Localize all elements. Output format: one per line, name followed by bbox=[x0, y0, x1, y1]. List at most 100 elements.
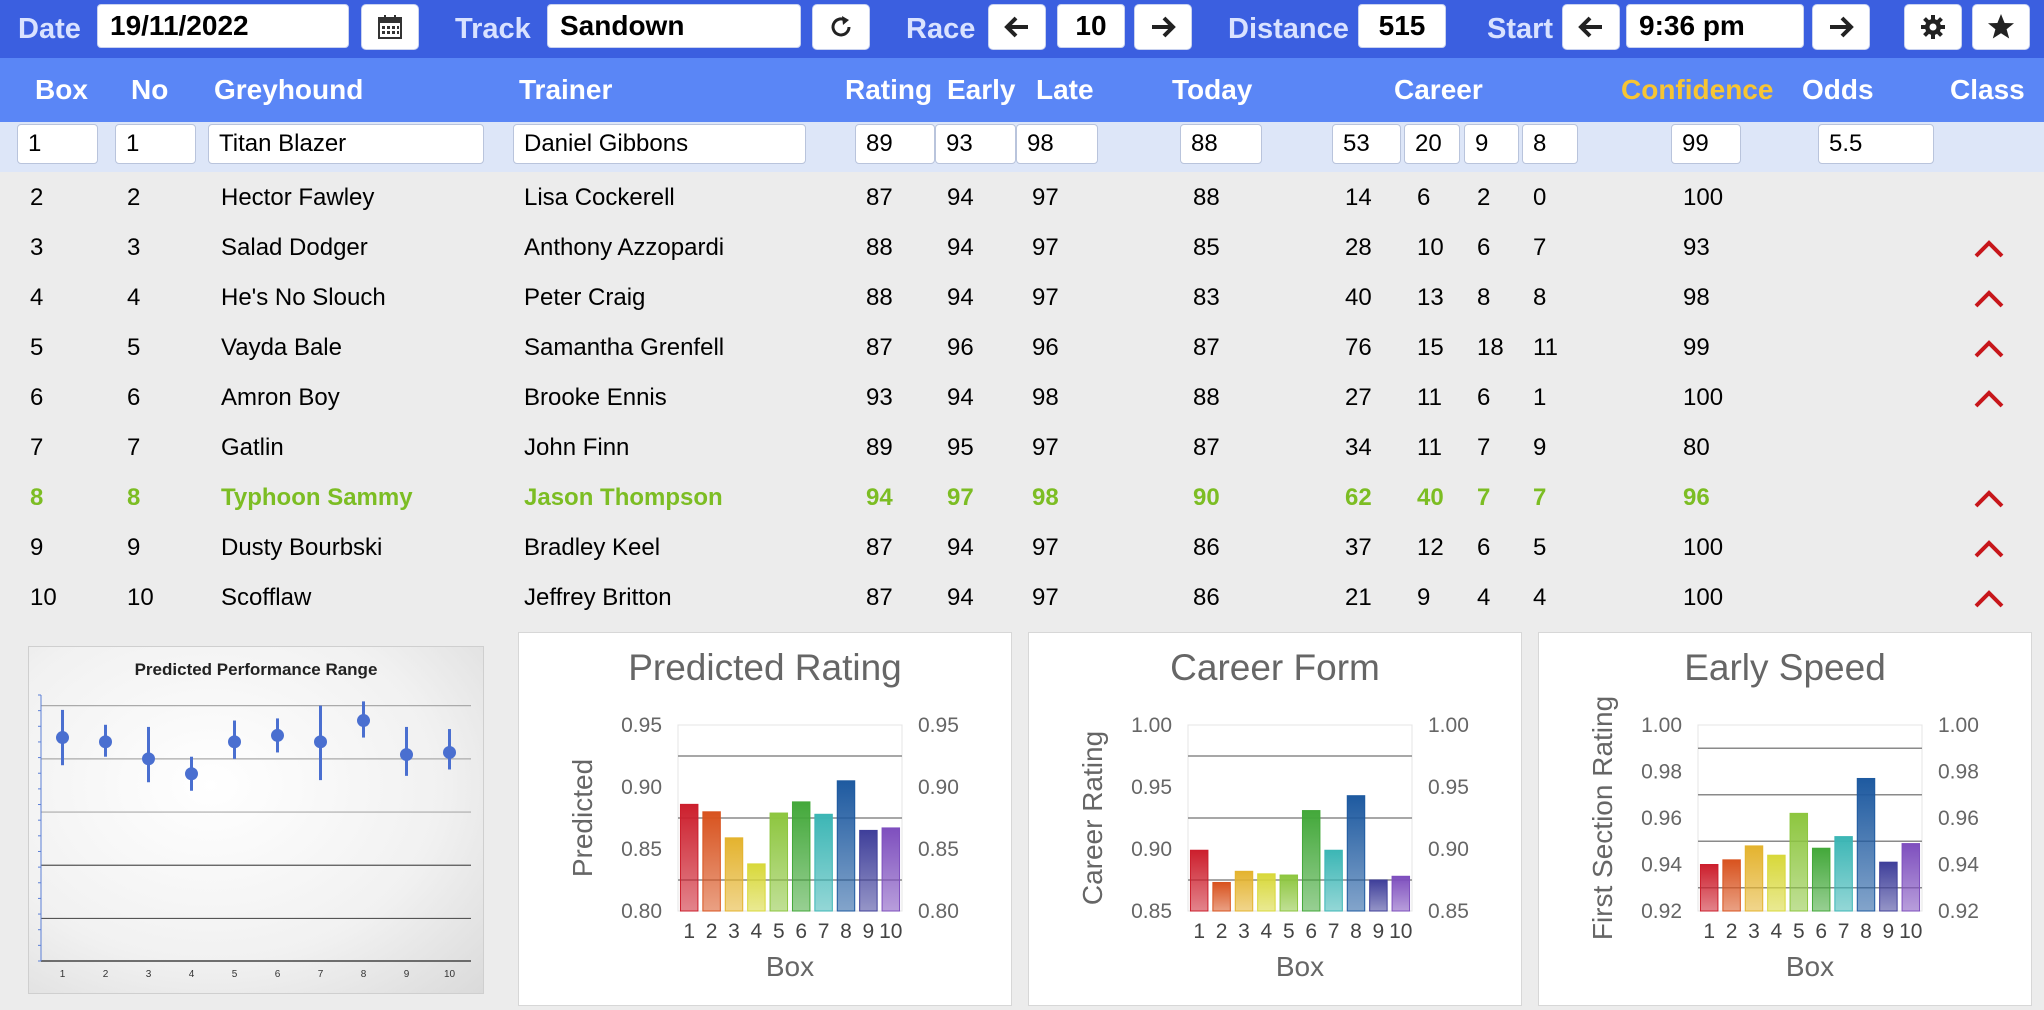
cell-greyhound: Typhoon Sammy bbox=[221, 484, 413, 511]
odds-input[interactable] bbox=[1818, 124, 1934, 164]
cell-trainer: Samantha Grenfell bbox=[524, 334, 725, 361]
col-class[interactable]: Class bbox=[1950, 74, 2025, 105]
cell-late: 98 bbox=[1032, 484, 1059, 511]
col-greyhound[interactable]: Greyhound bbox=[214, 74, 364, 105]
range-point-box-10 bbox=[443, 745, 456, 759]
cell-early: 97 bbox=[947, 484, 974, 511]
predicted-rating-chart: 1 2 3 4 5 6 7 8 9 10 0.95 0.95 0.90 0.90 0.85 0.85 0.80 0… bbox=[567, 714, 959, 982]
chevron-up-icon[interactable] bbox=[1972, 386, 2006, 410]
late-input[interactable] bbox=[1016, 124, 1098, 164]
career-wins-input[interactable] bbox=[1404, 124, 1460, 164]
trainer-input[interactable] bbox=[513, 124, 806, 164]
table-row[interactable]: 4 4 He's No Slouch Peter Craig 88 94 97 83 98 40 1… bbox=[0, 272, 2044, 322]
x-tick-label: 5 bbox=[232, 969, 238, 980]
refresh-button[interactable] bbox=[812, 4, 870, 50]
x-tick-label: 2 bbox=[103, 969, 109, 980]
start-next-button[interactable] bbox=[1812, 4, 1870, 50]
start-prev-button[interactable] bbox=[1562, 4, 1620, 50]
chevron-up-icon[interactable] bbox=[1972, 586, 2006, 610]
race-prev-button[interactable] bbox=[988, 4, 1046, 50]
table-row[interactable]: 10 10 Scofflaw Jeffrey Britton 87 94 97 86 100 21… bbox=[0, 572, 2044, 622]
col-today[interactable]: Today bbox=[1172, 74, 1253, 105]
x-tick-label: 3 bbox=[146, 969, 152, 980]
col-career[interactable]: Career bbox=[1394, 74, 1483, 105]
cell-career-wins: 13 bbox=[1417, 284, 1444, 311]
settings-button[interactable] bbox=[1904, 4, 1962, 50]
cell-early: 94 bbox=[947, 384, 974, 411]
col-late[interactable]: Late bbox=[1036, 74, 1094, 105]
date-input[interactable] bbox=[97, 4, 349, 48]
early-speed-panel: Early Speed 1 2 3 4 5 6 7 8 9 10 1.00 1.00 0.98 0.98 0… bbox=[1538, 632, 2032, 1006]
cell-career-starts: 21 bbox=[1345, 584, 1372, 611]
bar-box-5 bbox=[1789, 812, 1809, 912]
refresh-icon bbox=[831, 16, 851, 37]
table-row[interactable]: 3 3 Salad Dodger Anthony Azzopardi 88 94 97 85 9… bbox=[0, 222, 2044, 272]
career-seconds-input[interactable] bbox=[1464, 124, 1519, 164]
cell-career-starts: 37 bbox=[1345, 534, 1372, 561]
chevron-up-icon[interactable] bbox=[1972, 536, 2006, 560]
table-row[interactable]: 6 6 Amron Boy Brooke Ennis 93 94 98 88 100 27 11 6 1 bbox=[0, 372, 2044, 422]
chevron-up-icon[interactable] bbox=[1972, 236, 2006, 260]
table-row[interactable]: 2 2 Hector Fawley Lisa Cockerell 87 94 97 88 100… bbox=[0, 172, 2044, 222]
distance-input[interactable] bbox=[1358, 4, 1446, 48]
col-rating[interactable]: Rating bbox=[845, 74, 933, 105]
cell-early: 94 bbox=[947, 284, 974, 311]
cell-career-wins: 15 bbox=[1417, 334, 1444, 361]
early-input[interactable] bbox=[935, 124, 1016, 164]
bar-box-6 bbox=[791, 801, 811, 912]
chart-title: Early Speed bbox=[1684, 647, 1886, 688]
calendar-button[interactable] bbox=[361, 4, 419, 50]
col-no[interactable]: No bbox=[131, 74, 169, 105]
x-tick-label: 7 bbox=[1838, 920, 1850, 943]
career-thirds-input[interactable] bbox=[1522, 124, 1578, 164]
table-row[interactable]: 5 5 Vayda Bale Samantha Grenfell 87 96 96 87 99 7… bbox=[0, 322, 2044, 372]
y-tick-label-left: 0.90 bbox=[621, 776, 662, 799]
cell-late: 97 bbox=[1032, 184, 1059, 211]
col-odds[interactable]: Odds bbox=[1802, 74, 1874, 105]
chevron-up-icon[interactable] bbox=[1972, 286, 2006, 310]
chevron-up-icon[interactable] bbox=[1972, 336, 2006, 360]
bar-box-3 bbox=[724, 837, 744, 912]
box-input[interactable] bbox=[17, 124, 98, 164]
bar-box-10 bbox=[881, 827, 901, 912]
editable-row bbox=[0, 122, 2044, 172]
today-input[interactable] bbox=[1180, 124, 1262, 164]
cell-early: 95 bbox=[947, 434, 974, 461]
col-trainer[interactable]: Trainer bbox=[519, 74, 613, 105]
x-tick-label: 10 bbox=[1899, 920, 1922, 943]
col-confidence[interactable]: Confidence bbox=[1621, 74, 1774, 105]
table-row[interactable]: 7 7 Gatlin John Finn 89 95 97 87 80 34 11 7 9 bbox=[0, 422, 2044, 472]
career-starts-input[interactable] bbox=[1332, 124, 1401, 164]
cell-trainer: Brooke Ennis bbox=[524, 384, 667, 411]
race-next-button[interactable] bbox=[1134, 4, 1192, 50]
favourite-button[interactable] bbox=[1972, 4, 2030, 50]
arrow-right-icon bbox=[1152, 16, 1176, 38]
race-number-input[interactable] bbox=[1057, 4, 1125, 48]
range-point-box-9 bbox=[400, 748, 413, 762]
cell-late: 96 bbox=[1032, 334, 1059, 361]
cell-greyhound: He's No Slouch bbox=[221, 284, 386, 311]
gear-icon bbox=[1921, 15, 1945, 39]
chevron-up-icon[interactable] bbox=[1972, 486, 2006, 510]
cell-trainer: Jason Thompson bbox=[524, 484, 723, 511]
cell-greyhound: Amron Boy bbox=[221, 384, 340, 411]
rating-input[interactable] bbox=[855, 124, 935, 164]
table-row[interactable]: 8 8 Typhoon Sammy Jason Thompson 94 97 98 90 96 6… bbox=[0, 472, 2044, 522]
cell-rating: 88 bbox=[866, 284, 893, 311]
x-tick-label: 8 bbox=[1350, 920, 1362, 943]
col-early[interactable]: Early bbox=[947, 74, 1016, 105]
cell-career-seconds: 18 bbox=[1477, 334, 1504, 361]
bar-box-8 bbox=[1856, 777, 1876, 912]
no-input[interactable] bbox=[115, 124, 196, 164]
table-row[interactable]: 9 9 Dusty Bourbski Bradley Keel 87 94 97 86 100 3… bbox=[0, 522, 2044, 572]
start-time-input[interactable] bbox=[1626, 4, 1804, 48]
x-tick-label: 4 bbox=[1261, 920, 1273, 943]
confidence-input[interactable] bbox=[1671, 124, 1741, 164]
calendar-icon bbox=[378, 15, 402, 39]
range-point-box-5 bbox=[228, 735, 241, 749]
y-tick-label-right: 0.90 bbox=[1428, 838, 1469, 861]
col-box[interactable]: Box bbox=[35, 74, 88, 105]
cell-career-seconds: 4 bbox=[1477, 584, 1491, 611]
greyhound-input[interactable] bbox=[208, 124, 484, 164]
track-input[interactable] bbox=[547, 4, 801, 48]
